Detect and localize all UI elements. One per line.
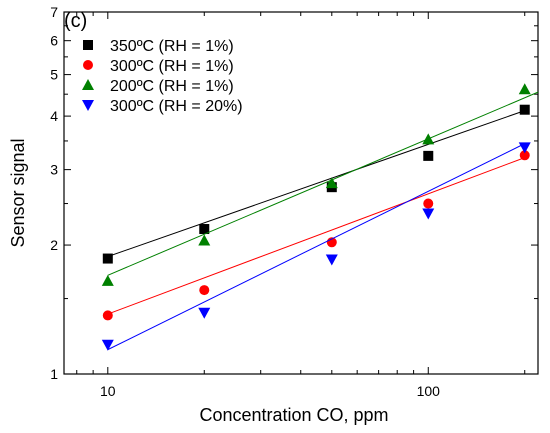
y-tick-label: 1 <box>50 366 58 382</box>
legend-marker <box>83 60 93 70</box>
data-point <box>519 150 530 161</box>
data-point <box>198 234 211 246</box>
y-tick-label: 6 <box>50 33 58 49</box>
data-point <box>422 208 435 220</box>
legend-marker <box>82 79 94 90</box>
fit-line <box>107 91 539 276</box>
legend-marker <box>83 40 93 50</box>
legend-label: 200ºC (RH = 1%) <box>110 78 234 95</box>
x-tick-label: 10 <box>100 383 116 399</box>
data-point <box>199 285 210 296</box>
y-tick-label: 2 <box>50 237 58 253</box>
plot-area: 10 100 1 2 3 4 5 6 7 350ºC (RH = 1%) 300ºC (RH = 1… <box>50 4 539 399</box>
data-point <box>325 254 338 266</box>
data-point <box>518 83 531 95</box>
y-tick-label: 5 <box>50 67 58 83</box>
x-axis-title: Concentration CO, ppm <box>199 405 388 425</box>
data-point <box>519 104 530 115</box>
data-point <box>325 177 338 189</box>
x-tick-label: 100 <box>417 383 441 399</box>
legend-marker <box>82 100 94 111</box>
data-point <box>518 142 531 154</box>
fit-line <box>107 143 525 351</box>
data-point <box>102 253 113 264</box>
data-point <box>102 310 113 321</box>
legend-label: 350ºC (RH = 1%) <box>110 38 234 55</box>
data-point <box>198 307 211 319</box>
legend-label: 300ºC (RH = 1%) <box>110 58 234 75</box>
data-point <box>423 198 434 209</box>
fit-line <box>107 157 525 315</box>
y-tick-label: 7 <box>50 4 58 20</box>
data-point <box>101 339 114 351</box>
legend-label: 300ºC (RH = 20%) <box>110 98 243 115</box>
data-point <box>199 224 210 235</box>
y-tick-label: 3 <box>50 162 58 178</box>
data-point <box>422 133 435 145</box>
panel-label: (c) <box>64 10 87 32</box>
y-axis-title: Sensor signal <box>8 138 28 247</box>
data-point <box>423 150 434 161</box>
y-tick-label: 4 <box>50 108 58 124</box>
data-point <box>101 274 114 286</box>
fit-line <box>107 110 525 258</box>
